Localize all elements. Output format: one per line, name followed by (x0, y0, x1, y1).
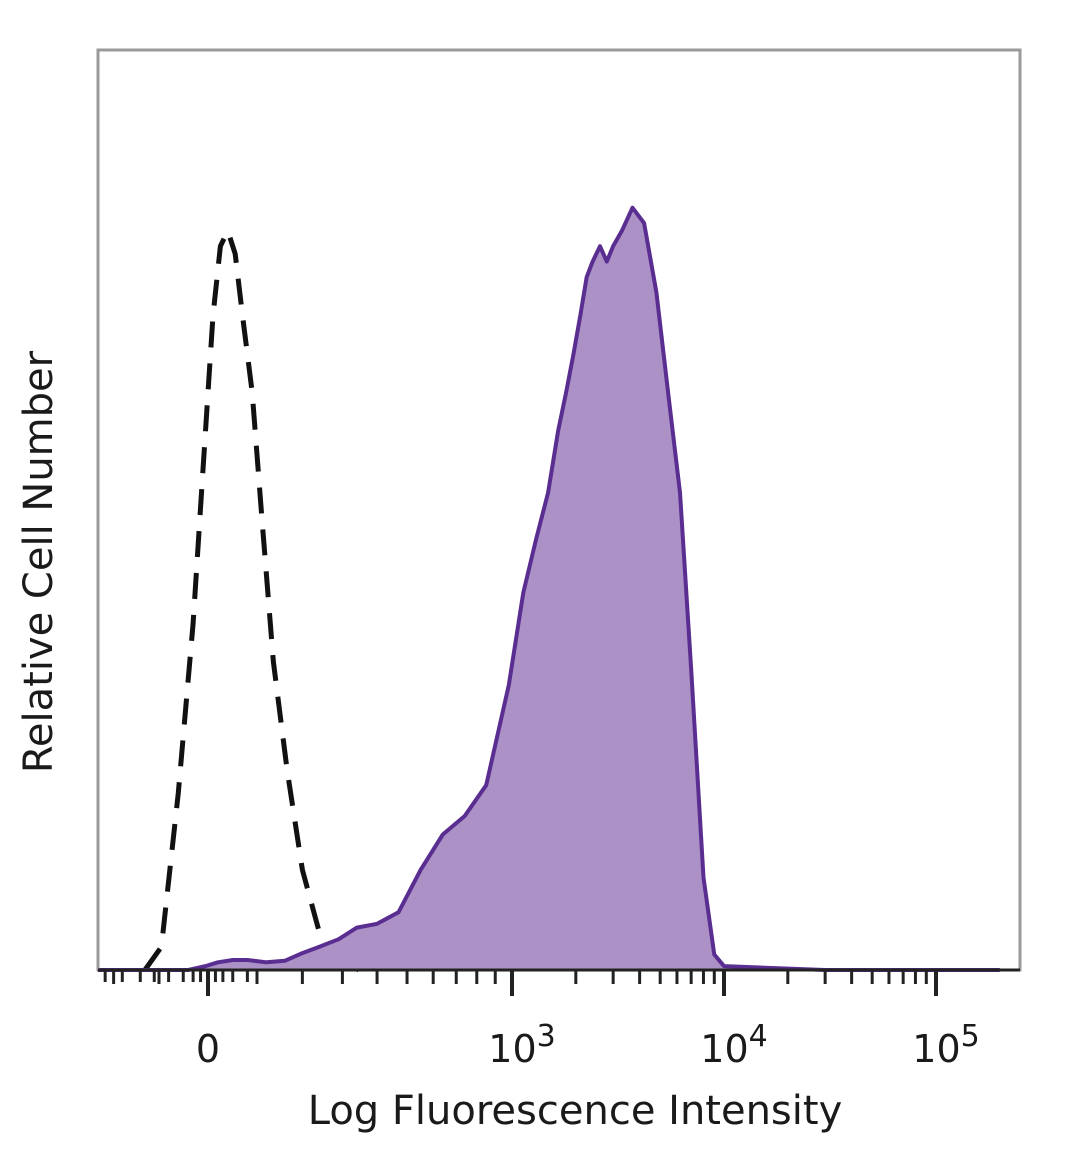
series-1-area (98, 207, 1000, 970)
x-tick-label: 0 (196, 1027, 220, 1071)
x-tick-label: 105 (912, 1019, 979, 1071)
y-axis-label: Relative Cell Number (16, 350, 62, 773)
x-tick-label: 104 (700, 1019, 767, 1071)
plot-area (98, 205, 1000, 973)
x-tick-label: 103 (488, 1019, 555, 1071)
x-minor-ticks (103, 970, 928, 984)
series-0-line (142, 228, 360, 973)
x-axis-label: Log Fluorescence Intensity (308, 1088, 843, 1134)
series-1-line (98, 205, 1000, 972)
x-tick-labels: 0 103 104 105 (196, 1019, 980, 1071)
x-major-ticks (206, 970, 938, 996)
